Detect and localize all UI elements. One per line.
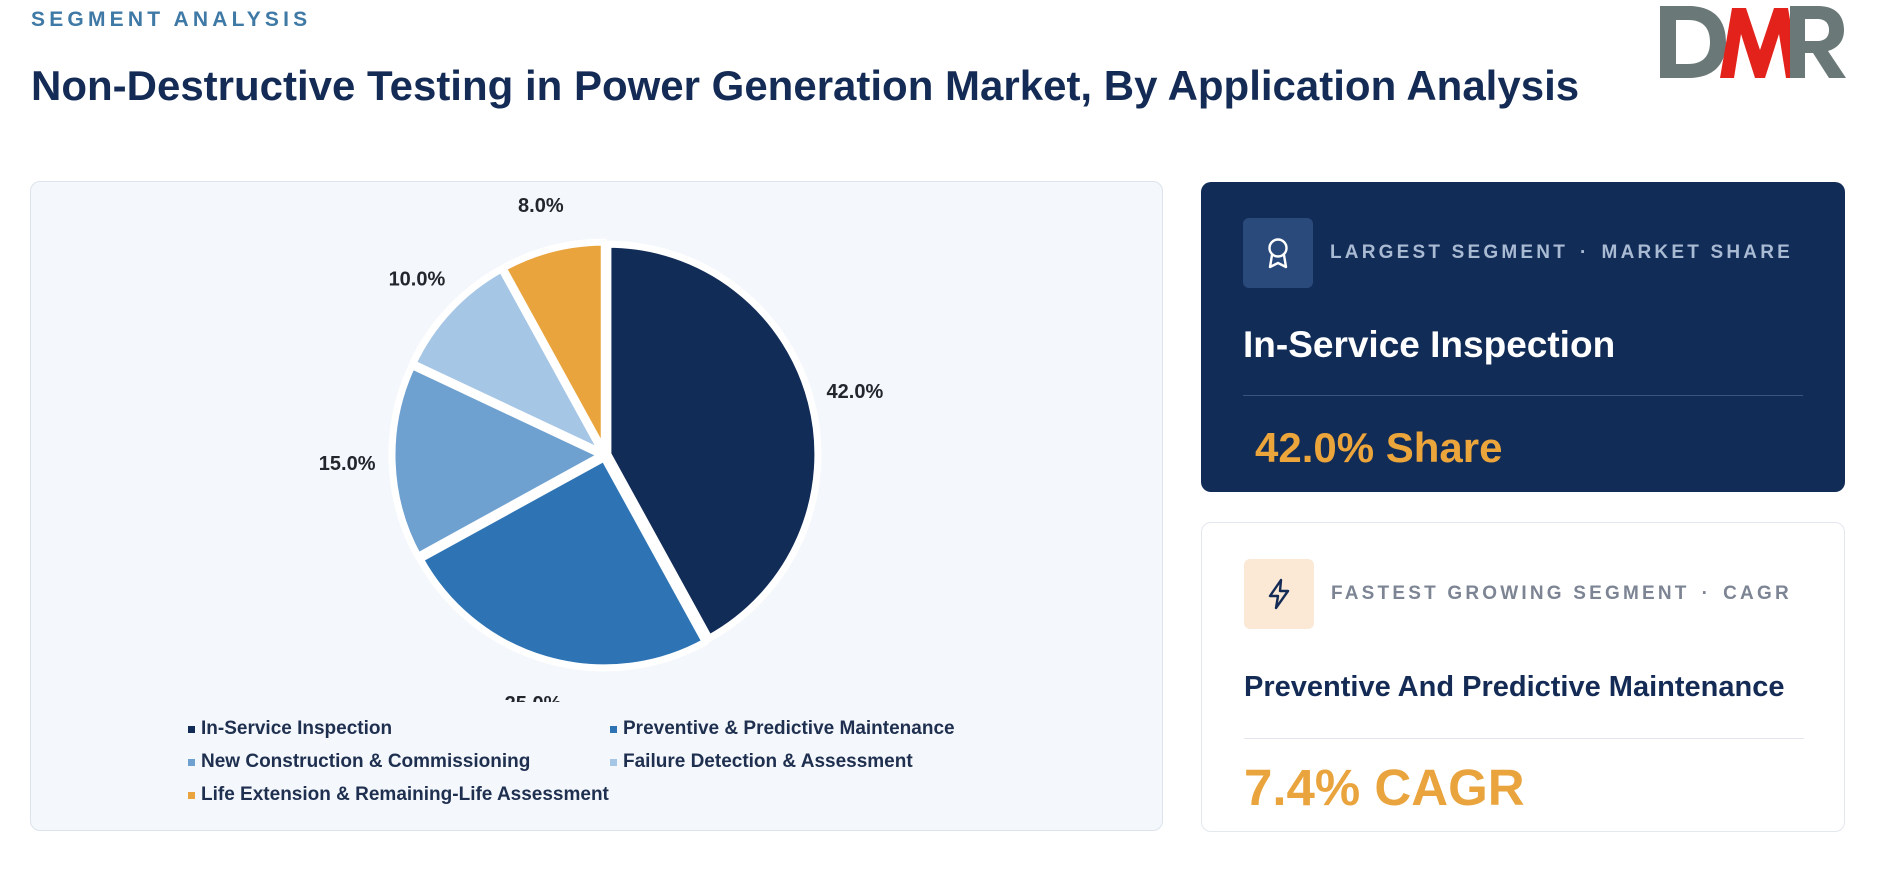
card-divider <box>1244 738 1804 739</box>
legend-item[interactable]: Preventive & Predictive Maintenance <box>610 718 970 740</box>
fastest-segment-card: FASTEST GROWING SEGMENT · CAGR Preventive … <box>1201 522 1845 832</box>
pie-slice-5[interactable] <box>499 238 608 456</box>
legend-label: In-Service Inspection <box>201 718 393 739</box>
fastest-card-kicker: FASTEST GROWING SEGMENT · CAGR <box>1331 583 1792 604</box>
pie-slice-4[interactable] <box>409 265 607 457</box>
section-eyebrow: SEGMENT ANALYSIS <box>31 8 312 31</box>
legend-label: New Construction & Commissioning <box>201 751 531 772</box>
legend-item[interactable]: Failure Detection & Assessment <box>610 751 970 773</box>
slice-value-label: 42.0% <box>827 381 884 403</box>
page-title: Non-Destructive Testing in Power Generat… <box>31 62 1580 109</box>
award-icon <box>1243 218 1313 288</box>
fastest-segment-name: Preventive And Predictive Maintenance <box>1244 671 1785 703</box>
legend-item[interactable]: In-Service Inspection <box>188 718 610 740</box>
slice-value-label: 10.0% <box>389 268 446 290</box>
largest-card-kicker: LARGEST SEGMENT · MARKET SHARE <box>1330 242 1794 263</box>
pie-slice-3[interactable] <box>388 362 606 560</box>
legend-label: Preventive & Predictive Maintenance <box>623 718 955 739</box>
dmr-logo <box>1660 6 1846 78</box>
legend-item[interactable]: Life Extension & Remaining-Life Assessme… <box>188 784 610 806</box>
pie-chart: 42.0% 25.0% 15.0% 10.0% 8.0% <box>319 195 884 702</box>
slice-value-label: 15.0% <box>319 453 376 475</box>
legend-swatch <box>610 725 617 733</box>
legend-swatch <box>188 758 195 766</box>
lightning-icon <box>1244 559 1314 629</box>
card-divider <box>1243 395 1803 396</box>
slice-value-label: 8.0% <box>518 195 564 217</box>
largest-segment-share: 42.0% Share <box>1255 424 1503 471</box>
chart-panel: 42.0% 25.0% 15.0% 10.0% 8.0% In-Service Insp… <box>30 181 1163 831</box>
fastest-segment-cagr: 7.4% CAGR <box>1244 759 1525 816</box>
legend-label: Life Extension & Remaining-Life Assessme… <box>201 784 609 805</box>
largest-segment-name: In-Service Inspection <box>1243 324 1616 365</box>
pie-slice-2[interactable] <box>416 454 709 672</box>
legend-swatch <box>188 725 195 733</box>
legend-item[interactable]: New Construction & Commissioning <box>188 751 610 773</box>
slice-value-label: 25.0% <box>505 693 562 702</box>
legend-swatch <box>610 758 617 766</box>
legend-label: Failure Detection & Assessment <box>623 751 913 772</box>
chart-legend: In-Service Inspection Preventive & Predic… <box>188 718 970 806</box>
largest-segment-card: LARGEST SEGMENT · MARKET SHARE In-Service … <box>1201 182 1845 492</box>
pie-slice-1[interactable] <box>604 240 822 642</box>
legend-swatch <box>188 791 195 799</box>
